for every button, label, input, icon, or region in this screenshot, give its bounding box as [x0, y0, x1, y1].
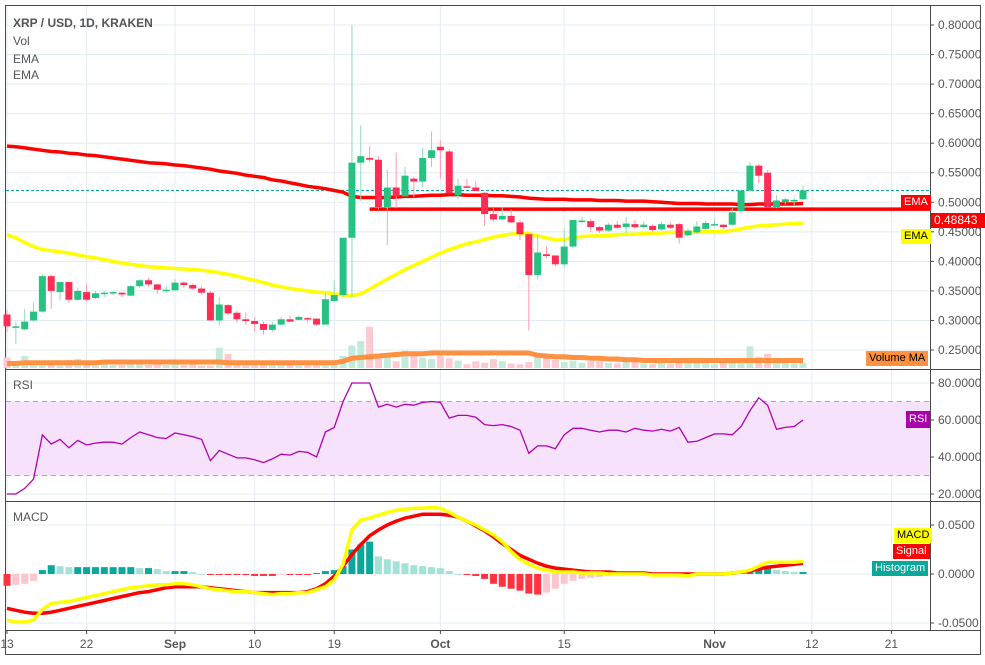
svg-text:22: 22	[80, 637, 94, 651]
legend-ema-short[interactable]: EMA	[13, 68, 40, 82]
svg-text:0.45000: 0.45000	[938, 225, 982, 239]
svg-text:0.0500: 0.0500	[938, 518, 975, 532]
svg-text:60.0000: 60.0000	[938, 413, 982, 427]
macd-tag: MACD	[894, 528, 933, 543]
svg-text:10: 10	[248, 637, 262, 651]
svg-text:13: 13	[0, 637, 14, 651]
svg-text:Nov: Nov	[703, 637, 726, 651]
macd-pane[interactable]	[3, 505, 807, 624]
svg-text:0.40000: 0.40000	[938, 254, 982, 268]
svg-text:Oct: Oct	[430, 637, 450, 651]
ema-short-line	[6, 221, 804, 298]
macd-histogram	[3, 541, 807, 595]
candlestick-series	[3, 25, 807, 345]
svg-text:0.50000: 0.50000	[938, 195, 982, 209]
chart-frame	[5, 5, 981, 655]
macd-title[interactable]: MACD	[13, 510, 49, 524]
svg-text:0.0000: 0.0000	[938, 567, 975, 581]
svg-text:15: 15	[558, 637, 572, 651]
svg-text:80.0000: 80.0000	[938, 376, 982, 390]
svg-text:12: 12	[805, 637, 819, 651]
svg-text:0.30000: 0.30000	[938, 313, 982, 327]
svg-text:0.75000: 0.75000	[938, 48, 982, 62]
ema-short-tag: EMA	[901, 229, 931, 244]
signal-tag: Signal	[893, 544, 930, 559]
legend-vol[interactable]: Vol	[13, 34, 30, 48]
svg-text:0.55000: 0.55000	[938, 166, 982, 180]
rsi-tag: RSI	[906, 411, 931, 428]
svg-text:0.80000: 0.80000	[938, 18, 982, 32]
rsi-line	[7, 382, 804, 495]
macd-line	[6, 505, 804, 624]
rsi-axis[interactable]: 80.0000 60.0000 40.0000 20.0000	[930, 376, 982, 501]
svg-text:Sep: Sep	[164, 637, 186, 651]
price-pane[interactable]	[3, 25, 931, 368]
svg-text:21: 21	[885, 637, 899, 651]
svg-text:40.0000: 40.0000	[938, 450, 982, 464]
macd-axis[interactable]: 0.0500 0.0000 -0.0500	[930, 518, 979, 630]
current-price-tag: 0.48843	[931, 213, 985, 228]
ema-long-line	[6, 144, 804, 207]
rsi-pane[interactable]	[6, 382, 930, 495]
ema-long-tag: EMA	[901, 195, 931, 210]
volume-ma-line	[7, 350, 803, 366]
svg-text:0.35000: 0.35000	[938, 284, 982, 298]
time-axis[interactable]: 13 22 Sep 10 19 Oct 15 Nov 12 21	[0, 630, 898, 651]
svg-text:20.0000: 20.0000	[938, 487, 982, 501]
volume-ma-tag: Volume MA	[866, 351, 929, 366]
rsi-band	[6, 401, 930, 476]
chart-title: XRP / USD, 1D, KRAKEN	[13, 16, 153, 30]
svg-text:0.65000: 0.65000	[938, 107, 982, 121]
svg-text:0.70000: 0.70000	[938, 77, 982, 91]
legend-ema-long[interactable]: EMA	[13, 52, 40, 66]
svg-text:-0.0500: -0.0500	[938, 616, 979, 630]
price-axis[interactable]: 0.80000 0.75000 0.70000 0.65000 0.60000 0.550…	[930, 18, 982, 357]
svg-text:0.25000: 0.25000	[938, 343, 982, 357]
svg-text:19: 19	[328, 637, 342, 651]
histogram-tag: Histogram	[872, 561, 929, 576]
svg-text:0.60000: 0.60000	[938, 136, 982, 150]
rsi-title[interactable]: RSI	[13, 378, 34, 392]
